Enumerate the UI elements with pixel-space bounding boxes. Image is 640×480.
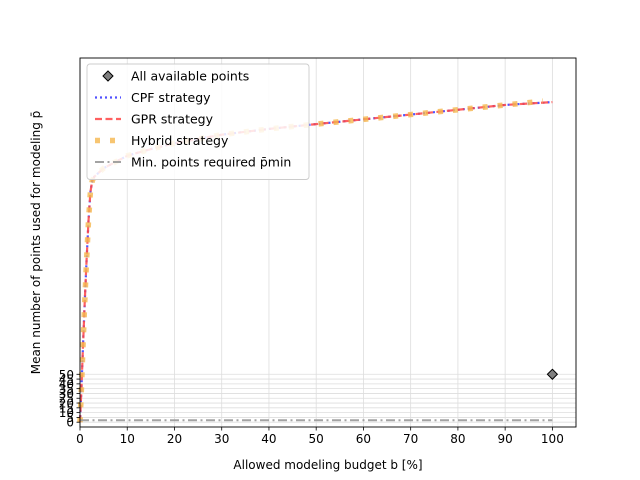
y-tick-label: 0 — [66, 416, 74, 430]
legend-label: GPR strategy — [131, 112, 214, 127]
y-tick-label: 30 — [59, 387, 74, 401]
y-tick-label: 35 — [59, 382, 74, 396]
x-tick-label: 30 — [214, 432, 229, 446]
y-tick-label: 5 — [66, 411, 74, 425]
legend-label: Min. points required p̄min — [131, 155, 291, 170]
x-tick-label: 90 — [498, 432, 513, 446]
y-tick-label: 15 — [59, 401, 74, 415]
legend-marker-diamond — [102, 70, 114, 82]
data-point — [546, 368, 559, 380]
y-tick-label: 45 — [59, 373, 74, 387]
plot-frame — [79, 57, 577, 428]
y-tick-label: 25 — [59, 392, 74, 406]
y-axis-label: Mean number of points used for modeling … — [29, 111, 43, 375]
x-tick-label: 50 — [309, 432, 324, 446]
legend-label: Hybrid strategy — [131, 133, 229, 148]
x-tick-label: 20 — [167, 432, 182, 446]
y-tick-label: 50 — [59, 368, 74, 382]
legend-box — [86, 63, 310, 180]
x-tick-label: 10 — [120, 432, 135, 446]
legend: All available points CPF strategy GPR stra… — [86, 63, 310, 180]
tick-layer: 0 10 20 30 40 50 60 70 80 90 100051015202530354045… — [59, 368, 564, 446]
legend-label: All available points — [131, 69, 249, 84]
x-tick-label: 60 — [356, 432, 371, 446]
x-tick-label: 80 — [450, 432, 465, 446]
x-axis-label: Allowed modeling budget b [%] — [233, 458, 422, 472]
legend-label: CPF strategy — [131, 90, 211, 105]
y-tick-label: 10 — [59, 406, 74, 420]
y-tick-label: 20 — [59, 397, 74, 411]
grid-layer — [79, 58, 576, 427]
x-tick-label: 100 — [541, 432, 564, 446]
x-tick-label: 0 — [76, 432, 84, 446]
x-tick-label: 40 — [261, 432, 276, 446]
x-tick-label: 70 — [403, 432, 418, 446]
y-tick-label: 40 — [59, 377, 74, 391]
